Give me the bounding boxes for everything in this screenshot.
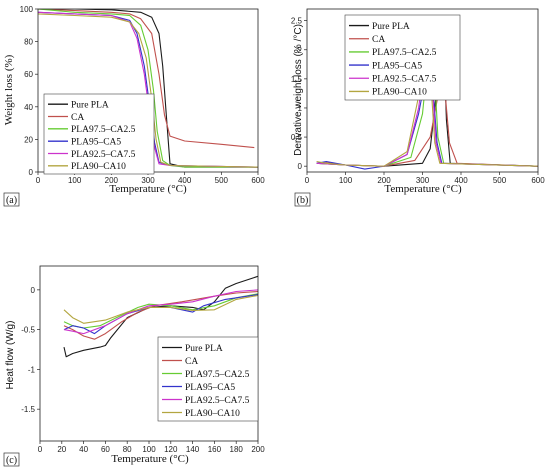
y-tick-label: 60	[24, 70, 33, 79]
x-tick-label: 100	[339, 176, 353, 185]
panel-label-text: (a)	[6, 195, 17, 206]
x-tick-label: 180	[230, 445, 244, 454]
panel-label: (b)	[294, 192, 311, 207]
y-tick-label: 0	[298, 162, 303, 171]
x-tick-label: 100	[68, 176, 82, 185]
panel-label-text: (c)	[6, 455, 17, 466]
legend-entry: PLA90–CA10	[372, 88, 427, 98]
y-tick-label: 0	[29, 168, 34, 177]
panel-label: (a)	[3, 192, 20, 207]
legend-entry: CA	[71, 113, 84, 123]
y-tick-label: 80	[24, 38, 33, 47]
x-tick-label: 0	[305, 176, 310, 185]
x-tick-label: 300	[416, 176, 430, 185]
legend-entry: Pure PLA	[372, 22, 410, 32]
y-tick-label: 100	[20, 5, 34, 14]
x-tick-label: 600	[251, 176, 265, 185]
panel-label-box	[3, 452, 20, 467]
legend-box	[43, 93, 155, 175]
chart-panel-c: 0 20 40 60 80 100 120 140 160 180 200 -1.5 -1 -0.5 0 Te…	[3, 265, 265, 467]
x-tick-label: 60	[101, 445, 110, 454]
y-tick-label: 20	[24, 135, 33, 144]
x-tick-label: 200	[251, 445, 265, 454]
series-line-a-1	[38, 9, 255, 149]
x-tick-label: 500	[493, 176, 507, 185]
chart-panel-a: 0 100 200 300 400 500 600 0 20 40 60 80 100 Temperatu…	[3, 5, 265, 207]
y-tick-label: 0	[31, 286, 36, 295]
panel-label: (c)	[3, 452, 20, 467]
x-tick-label: 100	[142, 445, 156, 454]
y-tick-label: 2.5	[291, 17, 303, 26]
x-tick-label: 400	[454, 176, 468, 185]
legend: Pure PLA CA PLA97.5–CA2.5 PLA95–CA5 PLA92.5–…	[157, 336, 259, 422]
x-tick-label: 80	[123, 445, 132, 454]
x-axis-title: Temperature (°C)	[384, 183, 462, 195]
x-axis-title: Temperature (°C)	[109, 183, 187, 195]
x-tick-label: 0	[38, 445, 43, 454]
legend-box	[157, 336, 259, 422]
legend: Pure PLA CA PLA97.5–CA2.5 PLA95–CA5 PLA92.5–…	[43, 93, 155, 175]
x-tick-label: 200	[377, 176, 391, 185]
y-tick-label: 0.5	[291, 133, 303, 142]
x-tick-label: 300	[141, 176, 155, 185]
y-tick-label: -0.5	[21, 326, 35, 335]
series-group	[38, 9, 258, 168]
panel-label-box	[3, 192, 20, 207]
legend-entry: PLA95–CA5	[372, 61, 422, 71]
legend-entry: PLA92.5–CA7.5	[71, 150, 136, 160]
legend-entry: Pure PLA	[71, 100, 109, 110]
series-line-c-3	[63, 294, 258, 335]
y-tick-label: 1	[298, 104, 303, 113]
legend: Pure PLA CA PLA97.5–CA2.5 PLA95–CA5 PLA92.5–…	[344, 14, 461, 101]
series-line-c-4	[63, 289, 258, 335]
x-tick-label: 600	[531, 176, 545, 185]
x-tick-label: 200	[105, 176, 119, 185]
legend-entry: PLA95–CA5	[185, 383, 235, 393]
x-tick-label: 160	[208, 445, 222, 454]
y-tick-label: 1.5	[291, 75, 303, 84]
x-tick-label: 20	[57, 445, 66, 454]
series-line-a-4	[38, 11, 258, 168]
series-line-c-5	[63, 294, 258, 324]
legend-entry: PLA90–CA10	[71, 162, 126, 172]
x-tick-label: 0	[36, 176, 41, 185]
legend-entry: PLA92.5–CA7.5	[185, 396, 250, 406]
x-tick-label: 140	[186, 445, 200, 454]
legend-entry: Pure PLA	[185, 344, 223, 354]
chart-panel-b: 0 100 200 300 400 500 600 0 0.5 1 1.5 2 2.5 Temperatu…	[291, 8, 545, 207]
legend-entry: PLA97.5–CA2.5	[185, 370, 250, 380]
legend-entry: PLA90–CA10	[185, 409, 240, 419]
y-axis-title: Heat flow (W/g)	[5, 321, 16, 390]
y-tick-label: 2	[298, 46, 303, 55]
x-tick-label: 120	[164, 445, 178, 454]
legend-entry: PLA95–CA5	[71, 137, 121, 147]
y-tick-label: 40	[24, 103, 33, 112]
legend-entry: PLA97.5–CA2.5	[372, 48, 437, 58]
x-axis-title: Temperature (°C)	[111, 453, 189, 465]
legend-box	[344, 14, 461, 101]
legend-entry: PLA92.5–CA7.5	[372, 75, 437, 85]
y-axis-title: Weight loss (%)	[3, 54, 15, 125]
y-tick-label: -1.5	[21, 405, 35, 414]
series-line-a-5	[38, 13, 258, 168]
y-tick-label: -1	[28, 365, 36, 374]
panel-label-text: (b)	[297, 195, 309, 206]
panel-label-box	[294, 192, 311, 207]
legend-entry: CA	[185, 357, 198, 367]
x-tick-label: 400	[178, 176, 192, 185]
y-axis-title: Derivative weight loss (% /°C)	[293, 24, 304, 156]
x-tick-label: 500	[215, 176, 229, 185]
legend-entry: CA	[372, 35, 385, 45]
x-tick-label: 40	[79, 445, 88, 454]
legend-entry: PLA97.5–CA2.5	[71, 125, 136, 135]
series-line-a-0	[38, 9, 258, 168]
series-group	[63, 275, 258, 358]
